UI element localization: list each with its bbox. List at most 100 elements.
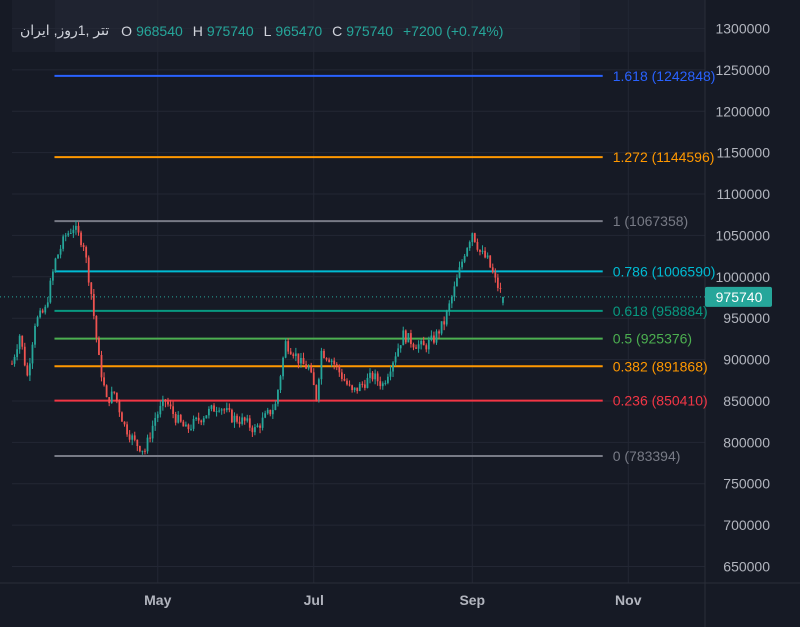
candle-body (64, 235, 67, 237)
candle-body (466, 248, 469, 257)
candle-body (243, 417, 246, 421)
candle-body (52, 271, 54, 281)
candle-body (448, 303, 451, 312)
fib-label: 1 (1067358) (613, 213, 689, 229)
candle-body (190, 428, 192, 430)
candle-body (256, 425, 259, 428)
candle-body (407, 333, 410, 343)
ohlc-legend: تتر ,1روز, ایران O 968540 H 975740 L 965470… (20, 22, 509, 39)
candle-body (161, 399, 164, 406)
candle-body (72, 229, 75, 233)
candle-body (16, 349, 19, 358)
candle-body (36, 317, 39, 326)
candle-body (174, 414, 177, 423)
candle-body (246, 418, 249, 421)
candle-body (481, 250, 484, 252)
candle-body (328, 359, 330, 362)
candle-body (335, 364, 338, 366)
candle-body (417, 344, 420, 349)
candle-body (138, 446, 141, 452)
candle-body (103, 377, 105, 386)
candle-body (456, 277, 458, 287)
candle-body (128, 434, 131, 440)
candle-body (307, 366, 310, 369)
fib-label: 0.618 (958884) (613, 303, 708, 319)
candle-body (95, 315, 98, 338)
candle-body (210, 405, 213, 409)
candle-body (489, 255, 492, 268)
candle-body (427, 340, 430, 350)
candle-body (292, 354, 295, 357)
candle-body (225, 408, 228, 411)
candle-body (394, 356, 397, 363)
fib-levels: 1.618 (1242848) 1.272 (1144596) 1 (1067358… (54, 68, 715, 464)
candle-body (366, 377, 369, 388)
candle-body (363, 384, 366, 388)
candle-body (371, 372, 374, 380)
candle-body (269, 409, 272, 415)
candle-body (34, 325, 36, 345)
candle-body (218, 410, 221, 412)
candle-body (325, 358, 328, 360)
candle-body (13, 357, 16, 364)
y-tick-label: 750000 (723, 476, 770, 492)
candle-body (220, 409, 223, 411)
candle-body (369, 372, 371, 378)
candle-body (110, 391, 113, 404)
x-tick-label: Sep (459, 592, 485, 608)
candle-body (236, 415, 238, 422)
x-tick-label: May (144, 592, 171, 608)
y-tick-label: 700000 (723, 517, 770, 533)
low-value: 965470 (275, 22, 323, 39)
candle-body (438, 331, 440, 334)
candle-body (213, 405, 215, 412)
candle-body (443, 321, 446, 325)
candle-body (29, 363, 31, 376)
candle-body (338, 365, 341, 373)
candle-body (445, 311, 448, 325)
candle-body (121, 412, 123, 422)
candle-body (422, 340, 425, 346)
high-label: H (192, 22, 203, 39)
candle-body (333, 360, 336, 365)
candle-body (410, 333, 412, 345)
y-tick-label: 1050000 (715, 227, 770, 243)
candle-body (67, 233, 70, 236)
fib-label: 0.236 (850410) (613, 393, 708, 409)
y-tick-label: 900000 (723, 352, 770, 368)
candle-body (274, 403, 277, 410)
candle-body (297, 353, 300, 364)
candle-body (353, 387, 356, 391)
candle-body (425, 345, 428, 350)
candle-body (118, 401, 121, 413)
fib-label: 0 (783394) (613, 448, 681, 464)
candle-body (57, 254, 59, 259)
candle-body (92, 294, 95, 316)
candle-body (476, 241, 479, 250)
candle-body (317, 379, 320, 400)
candle-body (23, 346, 26, 366)
close-value: 975740 (346, 22, 393, 39)
candle-body (397, 348, 400, 357)
candle-body (402, 330, 405, 346)
candle-body (259, 425, 261, 428)
candle-body (87, 257, 90, 283)
candle-body (323, 350, 325, 359)
candle-body (85, 247, 88, 258)
candle-body (453, 286, 456, 297)
candle-body (461, 261, 463, 268)
candle-body (149, 437, 151, 439)
candle-body (46, 302, 49, 307)
candle-body (115, 392, 118, 402)
candle-body (305, 364, 307, 369)
candle-body (144, 450, 146, 452)
candle-body (392, 362, 394, 372)
fib-label: 0.786 (1006590) (613, 263, 716, 279)
candle-body (271, 409, 274, 415)
candle-body (435, 331, 438, 343)
candle-body (294, 353, 297, 357)
candle-body (248, 418, 251, 428)
candle-body (123, 421, 126, 425)
candle-body (450, 296, 453, 304)
